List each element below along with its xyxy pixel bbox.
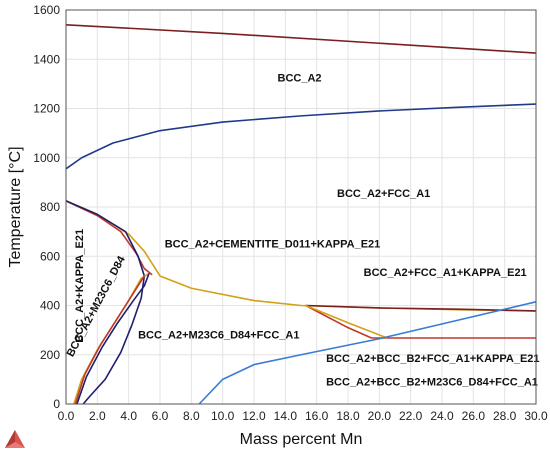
region-labels: BCC_A2 BCC_A2+FCC_A1 BCC_A2+CEMENTITE_D011… <box>65 72 540 388</box>
y-tick-label: 1400 <box>33 52 60 66</box>
region-label: BCC_A2+FCC_A1 <box>337 188 430 200</box>
x-tick-label: 12.0 <box>242 409 266 423</box>
x-tick-label: 30.0 <box>524 409 548 423</box>
y-axis-title: Temperature [°C] <box>7 146 24 267</box>
phase-boundary-line <box>65 23 537 54</box>
y-tick-labels: 0 200 400 600 800 1000 1200 1400 1600 <box>33 3 60 411</box>
series-layer <box>65 23 537 405</box>
region-label: BCC_A2+BCC_B2+FCC_A1+KAPPA_E21 <box>326 353 539 365</box>
phase-boundary-line <box>65 103 537 170</box>
x-tick-label: 4.0 <box>120 409 137 423</box>
plot-frame <box>65 9 537 405</box>
x-tick-label: 0.0 <box>58 409 75 423</box>
x-tick-label: 10.0 <box>211 409 235 423</box>
region-label: BCC_A2+CEMENTITE_D011+KAPPA_E21 <box>165 239 381 251</box>
x-tick-label: 16.0 <box>305 409 329 423</box>
x-tick-label: 6.0 <box>152 409 169 423</box>
phase-boundary-line <box>305 304 388 339</box>
x-axis-title: Mass percent Mn <box>240 431 363 448</box>
phase-boundary-line <box>76 273 150 405</box>
x-tick-label: 2.0 <box>89 409 106 423</box>
phase-boundary-line <box>65 200 146 405</box>
x-tick-labels: 0.0 2.0 4.0 6.0 8.0 10.0 12.0 14.0 16.0 18.0 20.0 2… <box>58 409 548 423</box>
y-tick-label: 600 <box>40 249 60 263</box>
x-tick-label: 26.0 <box>462 409 486 423</box>
region-label: BCC_A2+KAPPA_E21 <box>74 229 86 343</box>
phase-boundary-line <box>74 275 146 405</box>
region-label: BCC_A2 <box>278 72 322 84</box>
y-tick-label: 400 <box>40 299 60 313</box>
y-tick-label: 200 <box>40 348 60 362</box>
phase-boundary-line <box>65 200 153 276</box>
y-tick-label: 800 <box>40 200 60 214</box>
x-tick-label: 8.0 <box>183 409 200 423</box>
x-tick-label: 24.0 <box>430 409 454 423</box>
grid <box>65 9 537 405</box>
y-tick-label: 1600 <box>33 3 60 17</box>
phase-boundary-line <box>198 301 537 405</box>
y-tick-label: 0 <box>53 397 60 411</box>
thermocalc-logo-icon <box>5 430 25 448</box>
x-tick-label: 22.0 <box>399 409 423 423</box>
x-tick-label: 28.0 <box>493 409 517 423</box>
phase-boundary-line <box>305 304 537 312</box>
y-tick-label: 1200 <box>33 102 60 116</box>
region-label: BCC_A2+BCC_B2+M23C6_D84+FCC_A1 <box>326 377 538 389</box>
x-tick-label: 18.0 <box>336 409 360 423</box>
x-tick-label: 20.0 <box>368 409 392 423</box>
x-tick-label: 14.0 <box>274 409 298 423</box>
y-tick-label: 1000 <box>33 151 60 165</box>
phase-boundary-line <box>305 304 372 339</box>
region-label: BCC_A2+FCC_A1+KAPPA_E21 <box>364 267 527 279</box>
region-label: BCC_A2+M23C6_D84+FCC_A1 <box>138 330 299 342</box>
